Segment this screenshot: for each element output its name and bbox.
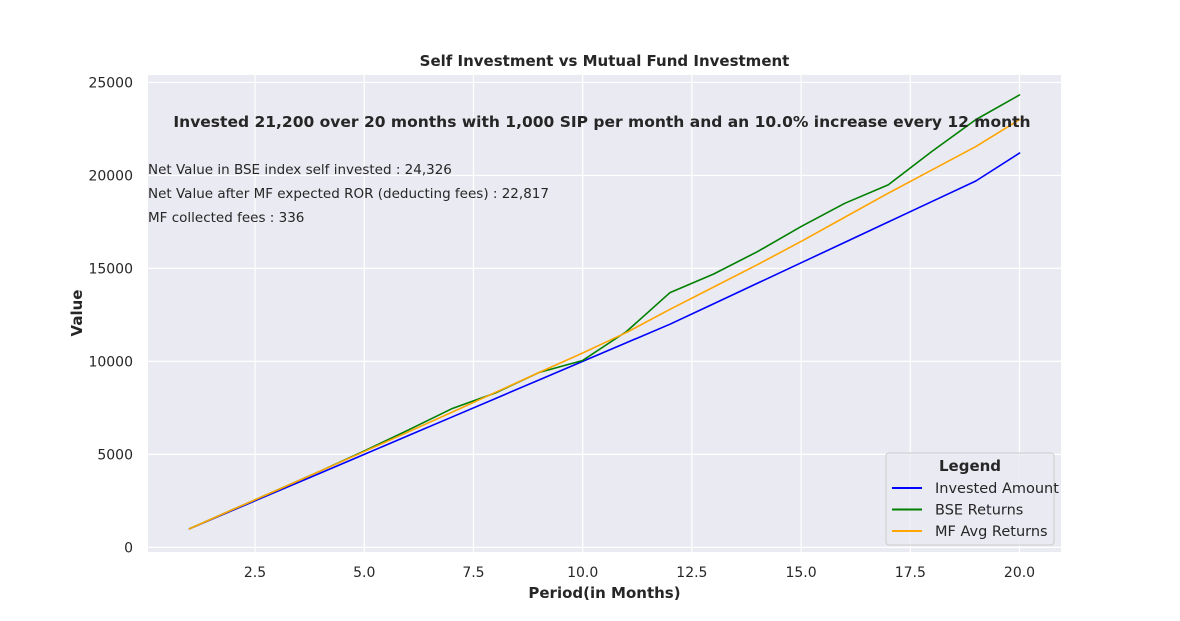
x-tick-label: 5.0 (353, 565, 375, 581)
info-bse-net-value: Net Value in BSE index self invested : 2… (148, 162, 452, 178)
info-mf-net-value: Net Value after MF expected ROR (deducti… (148, 186, 549, 202)
x-tick-label: 20.0 (1004, 565, 1035, 581)
series-lines (188, 94, 1021, 530)
info-mf-fees: MF collected fees : 336 (148, 210, 304, 226)
series-line-3 (188, 118, 1021, 530)
legend-title: Legend (939, 457, 1001, 475)
y-tick-label: 25000 (88, 75, 133, 91)
x-tick-label: 10.0 (567, 565, 598, 581)
x-tick-label: 7.5 (462, 565, 484, 581)
legend: Legend Invested Amount BSE Returns MF Avg … (885, 452, 1059, 546)
x-axis-label: Period(in Months) (528, 584, 680, 602)
x-tick-label: 2.5 (244, 565, 266, 581)
series-line-1 (188, 152, 1021, 530)
y-tick-label: 15000 (88, 261, 133, 277)
y-tick-label: 0 (124, 540, 133, 556)
legend-items: Invested Amount BSE Returns MF Avg Returns (892, 481, 1059, 540)
y-tick-label: 20000 (88, 168, 133, 184)
y-tick-label: 5000 (97, 447, 133, 463)
legend-label: MF Avg Returns (935, 524, 1048, 540)
x-tick-labels: 2.5 5.0 7.5 10.0 12.5 15.0 17.5 20.0 (244, 565, 1035, 581)
legend-label: Invested Amount (935, 481, 1059, 497)
x-tick-label: 12.5 (676, 565, 707, 581)
y-axis-label: Value (68, 290, 86, 337)
annotation-text: Invested 21,200 over 20 months with 1,00… (173, 113, 1030, 131)
legend-label: BSE Returns (935, 503, 1023, 519)
y-tick-label: 10000 (88, 354, 133, 370)
chart-title: Self Investment vs Mutual Fund Investmen… (420, 52, 790, 70)
legend-box (885, 452, 1055, 546)
y-tick-labels: 0 5000 10000 15000 20000 25000 (88, 75, 133, 556)
x-tick-label: 15.0 (785, 565, 816, 581)
x-tick-label: 17.5 (895, 565, 926, 581)
